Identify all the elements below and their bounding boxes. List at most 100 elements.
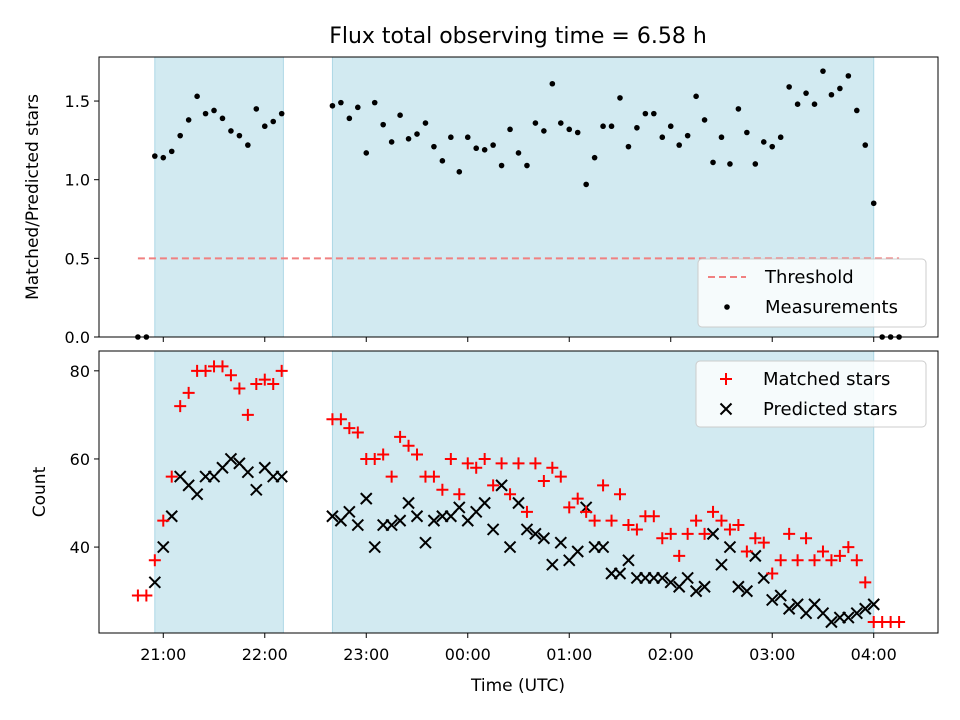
- predicted-star-point: [571, 545, 584, 558]
- observing-window-shading: [154, 56, 875, 338]
- matched-star-point: [808, 554, 821, 567]
- predicted-star-point: [766, 593, 779, 607]
- predicted-star-point: [275, 470, 288, 483]
- matched-star-point: [630, 523, 643, 536]
- predicted-star-point: [656, 571, 669, 585]
- matched-star-point: [427, 470, 440, 483]
- matched-star-point: [850, 554, 863, 567]
- matched-star-point: [613, 488, 626, 501]
- count-legend-box: [695, 360, 927, 428]
- measurement-point: [634, 124, 640, 131]
- matched-star-point: [444, 452, 457, 465]
- matched-star-point: [504, 488, 517, 501]
- measurement-point: [261, 123, 268, 130]
- measurement-point: [549, 80, 556, 87]
- predicted-star-point: [512, 496, 525, 510]
- predicted-star-point: [529, 527, 542, 541]
- matched-star-point: [267, 378, 280, 391]
- matched-star-point: [182, 386, 195, 399]
- x-tick-label: 22:00: [242, 645, 288, 664]
- predicted-star-point: [698, 580, 711, 593]
- matched-star-point: [546, 461, 559, 474]
- measurement-point: [608, 123, 615, 130]
- predicted-star-point: [393, 514, 407, 527]
- matched-star-point: [605, 514, 618, 527]
- matched-star-point: [571, 492, 584, 505]
- measurement-point: [583, 181, 589, 188]
- measurement-point: [253, 106, 260, 112]
- matched-star-point: [157, 514, 170, 527]
- measurement-point: [625, 143, 632, 150]
- measurement-point: [828, 91, 835, 98]
- matched-star-point: [224, 369, 237, 382]
- matched-star-point: [241, 408, 254, 421]
- x-tick-label: 00:00: [445, 645, 491, 664]
- measurement-point: [481, 147, 488, 153]
- measurement-point: [388, 139, 395, 145]
- measurement-point: [591, 154, 598, 161]
- measurement-point: [727, 161, 733, 167]
- matched-star-point: [622, 519, 635, 532]
- matched-star-point: [597, 479, 610, 492]
- ratio-legend: Threshold Measurements: [697, 258, 927, 328]
- matched-star-point: [275, 364, 288, 377]
- predicted-star-point: [368, 540, 381, 554]
- matched-star-point: [461, 457, 474, 470]
- ratio-panel-frame: [98, 56, 939, 338]
- measurement-point: [693, 93, 699, 100]
- y-tick-label: 40: [70, 538, 90, 557]
- y-tick-label: 80: [70, 362, 90, 381]
- matched-star-point: [774, 554, 787, 567]
- ratio-x-ticks: [162, 337, 875, 342]
- predicted-star-point: [537, 532, 551, 545]
- measurement-point: [600, 123, 606, 130]
- legend-matched-marker: [720, 373, 732, 385]
- measurement-point: [219, 115, 226, 122]
- predicted-star-point: [554, 536, 567, 549]
- measurement-point: [431, 143, 437, 150]
- measurement-point: [870, 200, 877, 207]
- matched-star-point: [411, 448, 424, 461]
- matched-star-point: [174, 400, 187, 413]
- x-tick-label: 23:00: [343, 645, 389, 664]
- measurement-point: [515, 150, 522, 156]
- matched-star-point: [673, 549, 686, 562]
- count-y-ticks: 40 60 80: [70, 362, 99, 557]
- predicted-star-point: [867, 598, 880, 611]
- measurement-point: [355, 104, 361, 111]
- predicted-star-point: [343, 505, 356, 519]
- measurement-point: [532, 120, 539, 126]
- measurement-point: [854, 107, 860, 114]
- ratio-y-label: Matched/Predicted stars: [23, 94, 43, 300]
- matched-star-point: [715, 514, 728, 527]
- predicted-star-point: [360, 492, 373, 505]
- matched-star-point: [436, 483, 449, 496]
- matched-star-point: [588, 514, 601, 527]
- measurement-point: [667, 123, 674, 130]
- measurement-point: [744, 129, 750, 136]
- matched-star-point: [394, 430, 407, 443]
- matched-star-point: [351, 426, 364, 439]
- predicted-star-point: [410, 510, 424, 523]
- count-panel: 40 60 80 21:00 22:00 23:00 00:00 01:00 02:00 03:…: [30, 350, 939, 696]
- y-tick-label: 60: [70, 450, 90, 469]
- measurement-point: [651, 110, 657, 117]
- measurement-point: [803, 90, 809, 96]
- count-panel-frame: [98, 350, 939, 634]
- measurement-point: [456, 169, 463, 175]
- matched-star-point: [343, 422, 356, 435]
- measurement-point: [557, 120, 564, 126]
- measurement-point: [202, 110, 209, 117]
- y-tick-label: 1.0: [65, 171, 90, 190]
- matched-star-point: [783, 527, 796, 540]
- matched-star-point: [165, 470, 178, 483]
- matched-star-point: [664, 527, 677, 540]
- matched-star-point: [707, 505, 720, 518]
- count-legend: Matched stars Predicted stars: [695, 360, 927, 428]
- matched-star-point: [537, 474, 550, 487]
- matched-star-point: [487, 479, 500, 492]
- matched-star-point: [647, 510, 660, 523]
- predicted-star-point: [326, 510, 339, 523]
- predicted-star-point: [664, 576, 677, 589]
